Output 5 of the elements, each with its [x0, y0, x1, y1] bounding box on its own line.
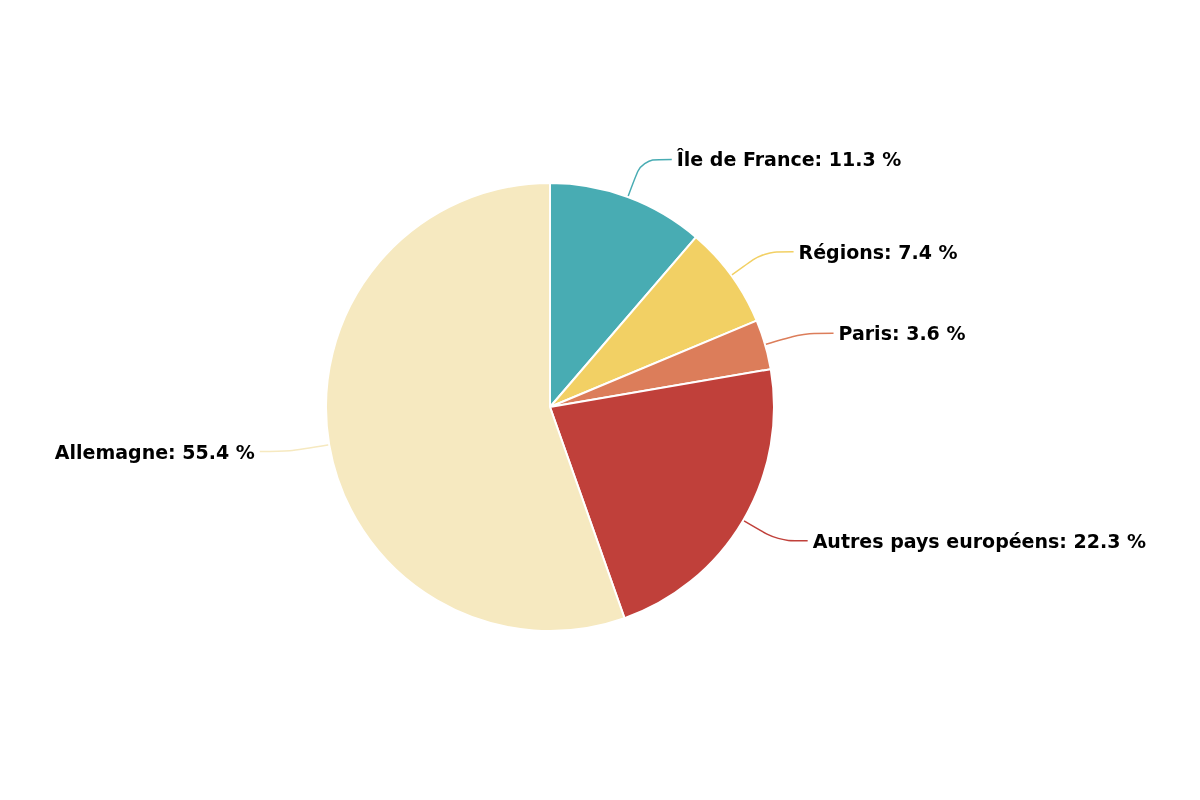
slice-label: Île de France: 11.3 %	[676, 148, 902, 171]
slice-label: Régions: 7.4 %	[798, 240, 958, 263]
slice-label: Allemagne: 55.4 %	[54, 440, 255, 463]
slice-label: Paris: 3.6 %	[838, 322, 966, 345]
slice-label: Autres pays européens: 22.3 %	[812, 529, 1147, 552]
